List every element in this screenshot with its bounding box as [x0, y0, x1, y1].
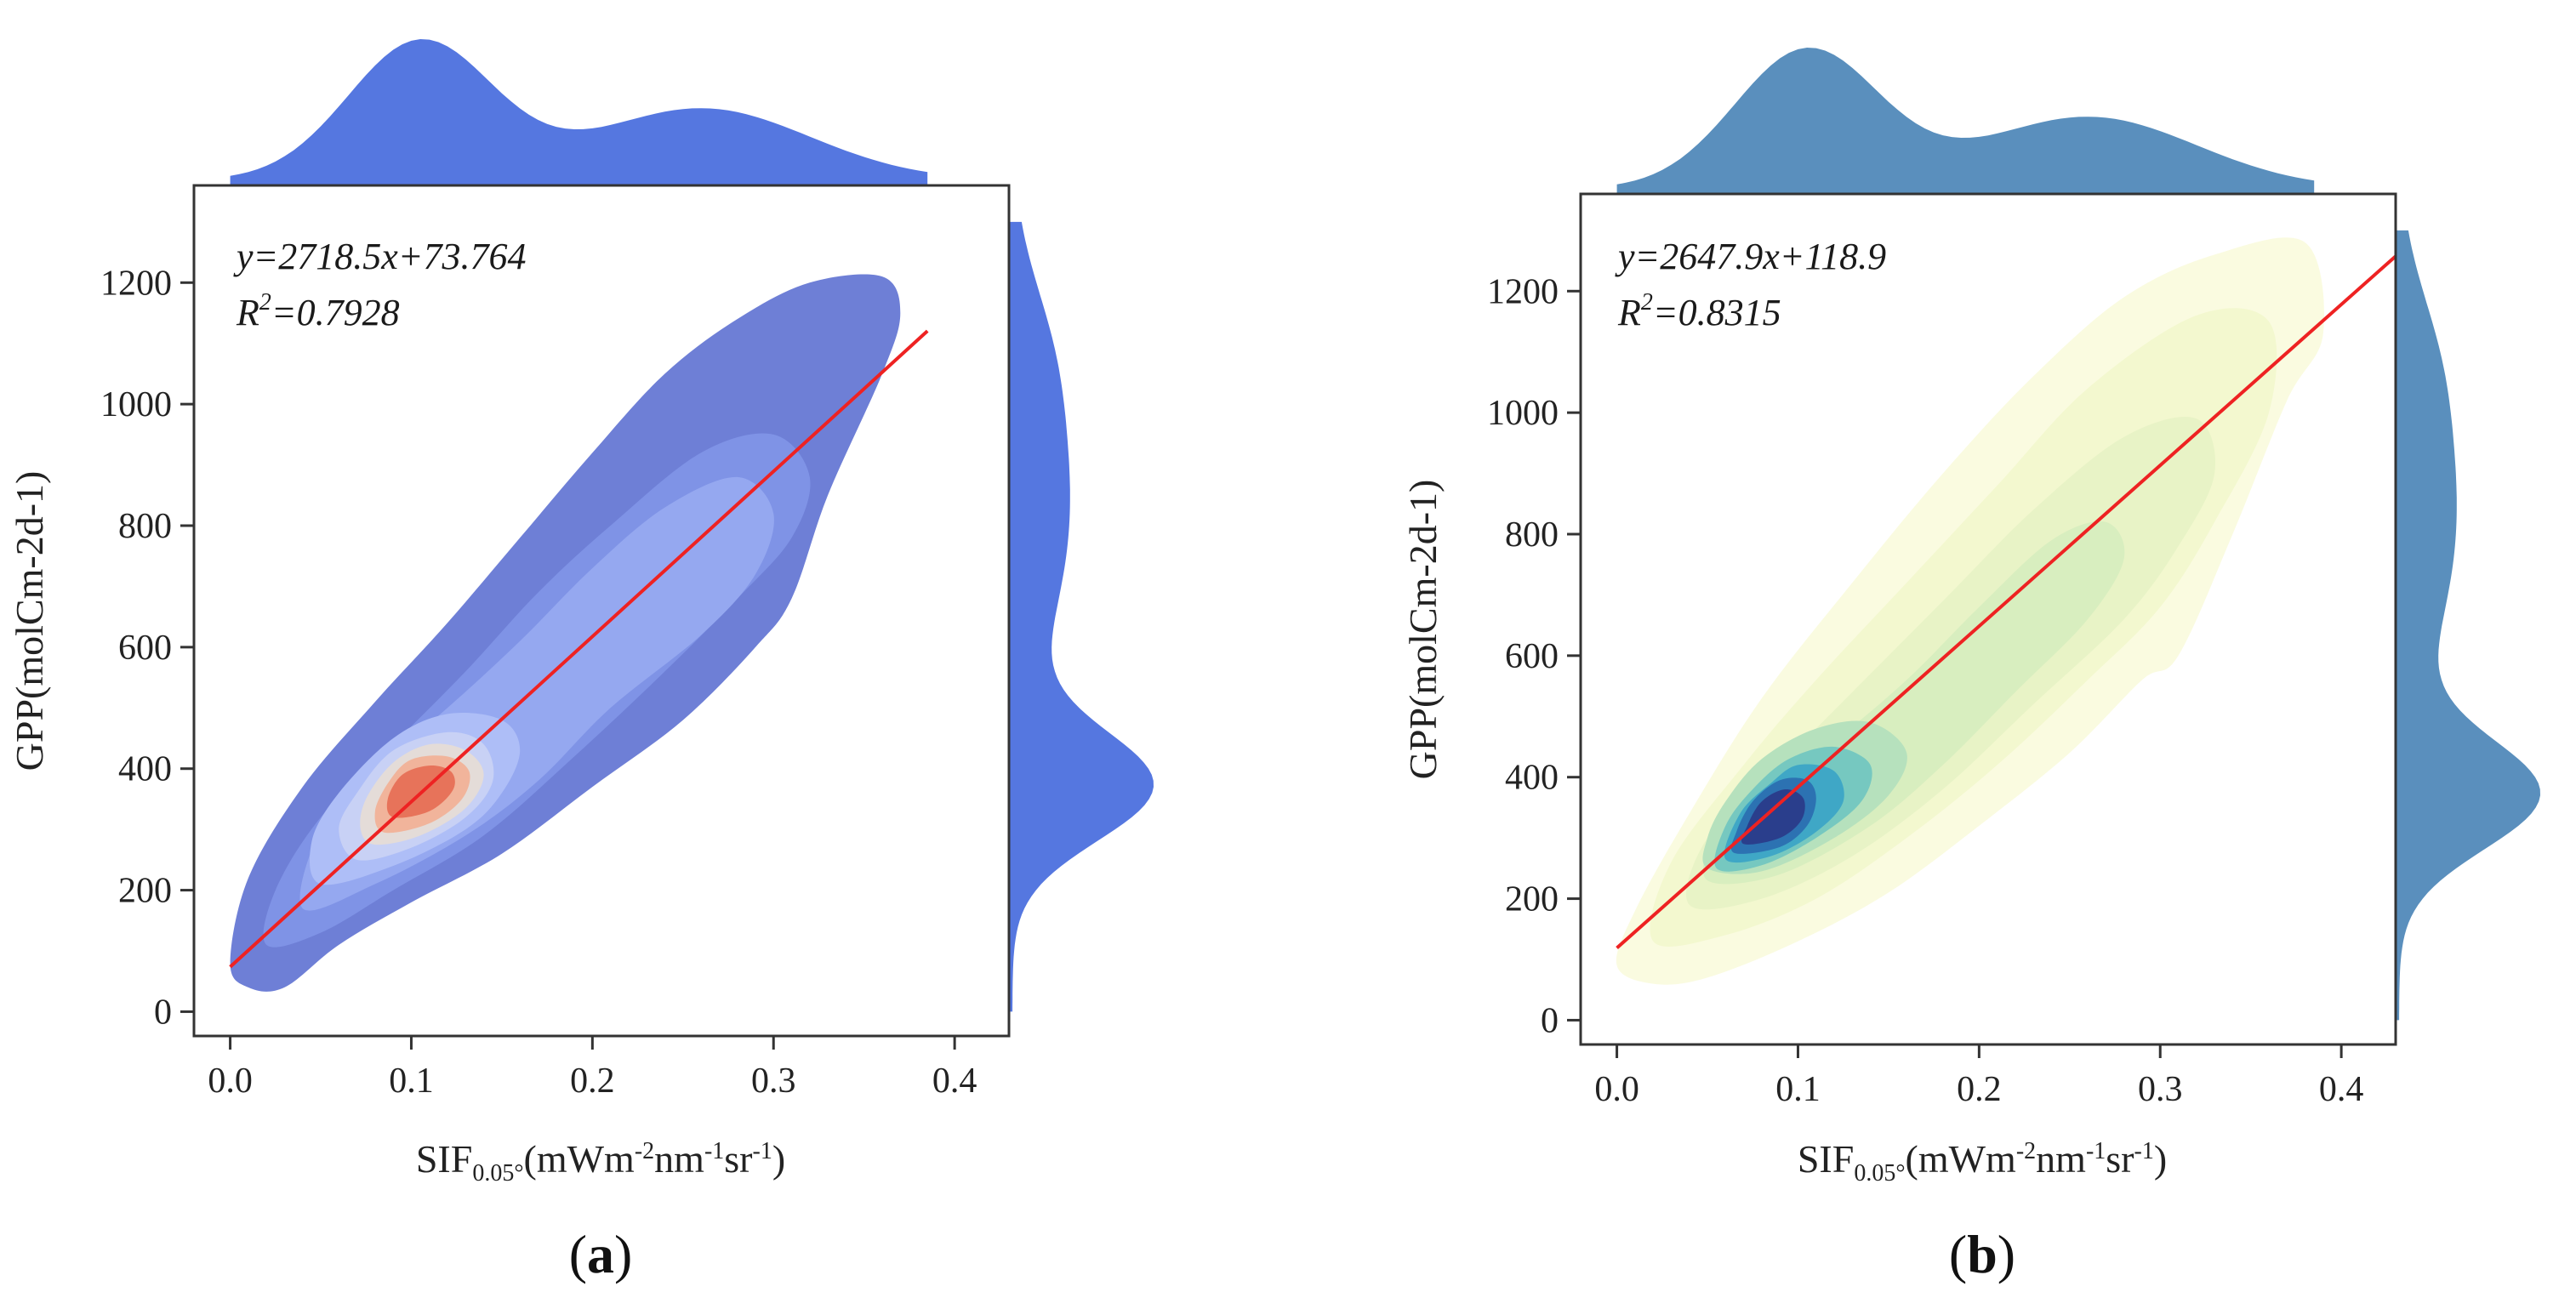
panel-b-y-tick-label: 200	[1505, 880, 1559, 919]
panel-b: 0.0 0.1 0.2 0.3 0.4 0 200 400 600 800 1000 1200 y=…	[1401, 48, 2540, 1284]
panel-b-label: (b)	[1949, 1224, 2015, 1284]
panel-b-density-level-9	[1741, 788, 1805, 845]
panel-b-r-squared: R2=0.8315	[1617, 289, 1781, 333]
panel-b-x-tick-label: 0.1	[1775, 1070, 1821, 1109]
panel-a-y-ticks: 0 200 400 600 800 1000 1200	[100, 264, 194, 1032]
panel-b-density-contours	[1616, 237, 2325, 985]
panel-b-equation: y=2647.9x+118.9	[1615, 236, 1886, 277]
panel-b-y-tick-label: 1200	[1487, 272, 1559, 311]
panel-a-label: (a)	[569, 1224, 633, 1284]
panel-a: 0.0 0.1 0.2 0.3 0.4 0 200 400 600 800 1000 1200 y=…	[8, 39, 1154, 1284]
panel-a-y-tick-label: 1200	[100, 264, 172, 303]
panel-a-x-tick-label: 0.4	[932, 1061, 977, 1101]
panel-a-y-tick-label: 200	[118, 872, 172, 911]
panel-b-regression-line	[1616, 254, 2397, 949]
panel-a-x-tick-label: 0.2	[570, 1061, 615, 1101]
panel-a-y-tick-label: 400	[118, 750, 172, 789]
panel-b-x-tick-label: 0.4	[2319, 1070, 2364, 1109]
panel-b-x-tick-label: 0.3	[2138, 1070, 2183, 1109]
panel-b-x-tick-label: 0.2	[1957, 1070, 2002, 1109]
panel-a-y-tick-label: 1000	[100, 385, 172, 424]
panel-b-y-axis-label: GPP(molCm-2d-1)	[1401, 480, 1445, 780]
panel-a-regression-line	[229, 329, 929, 969]
panel-b-y-tick-label: 1000	[1487, 394, 1559, 433]
panel-b-top-marginal-density	[1616, 48, 2315, 194]
panel-b-y-tick-label: 800	[1505, 515, 1559, 555]
panel-a-x-ticks: 0.0 0.1 0.2 0.3 0.4	[208, 1036, 977, 1101]
panel-b-x-axis-label: SIF0.05°(mWm-2nm-1sr-1)	[1798, 1137, 2167, 1187]
panel-a-r-squared: R2=0.7928	[236, 289, 400, 333]
panel-b-plot-frame	[1579, 192, 2397, 1046]
panel-b-right-marginal-density	[2396, 230, 2540, 1021]
panel-a-plot-frame	[192, 184, 1011, 1038]
panel-a-x-tick-label: 0.3	[751, 1061, 796, 1101]
panel-a-y-tick-label: 800	[118, 507, 172, 546]
panel-a-x-tick-label: 0.0	[208, 1061, 253, 1101]
panel-a-equation: y=2718.5x+73.764	[233, 236, 526, 277]
panel-b-y-ticks: 0 200 400 600 800 1000 1200	[1487, 272, 1581, 1040]
panel-b-y-tick-label: 600	[1505, 637, 1559, 676]
panel-b-y-tick-label: 0	[1541, 1001, 1559, 1040]
panel-a-x-tick-label: 0.1	[389, 1061, 434, 1101]
panel-a-x-axis-label: SIF0.05°(mWm-2nm-1sr-1)	[416, 1137, 785, 1187]
panel-a-y-tick-label: 0	[154, 993, 172, 1032]
panel-a-y-tick-label: 600	[118, 629, 172, 668]
panel-b-x-ticks: 0.0 0.1 0.2 0.3 0.4	[1594, 1044, 2363, 1109]
panel-a-right-marginal-density	[1009, 221, 1154, 1012]
panel-a-top-marginal-density	[230, 39, 928, 185]
panel-a-density-contours	[230, 274, 901, 992]
panel-b-y-tick-label: 400	[1505, 759, 1559, 798]
panel-b-x-tick-label: 0.0	[1594, 1070, 1639, 1109]
panel-a-y-axis-label: GPP(molCm-2d-1)	[8, 471, 51, 771]
